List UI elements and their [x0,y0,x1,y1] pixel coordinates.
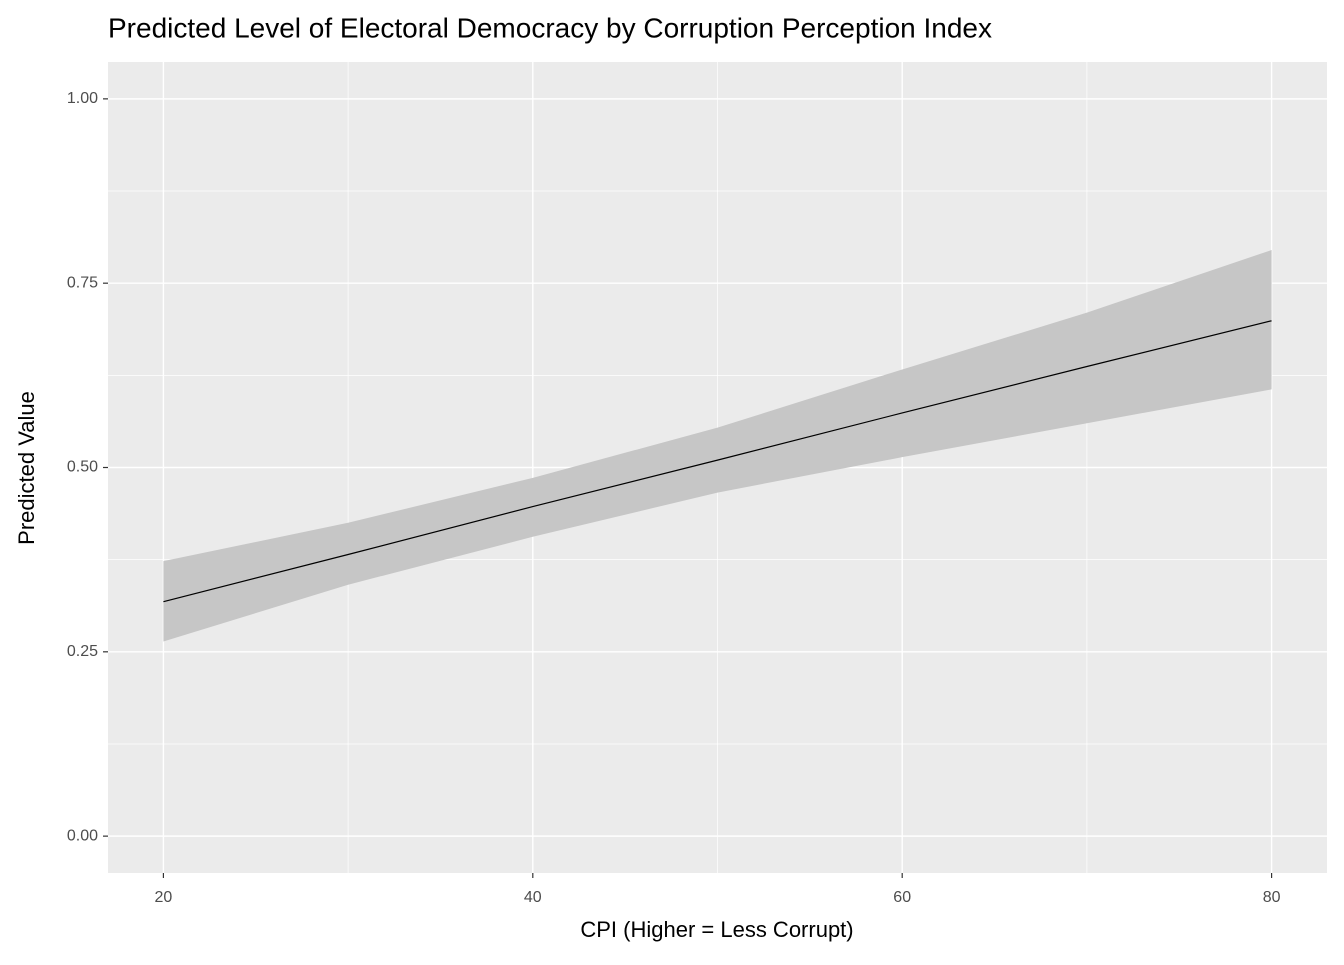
y-tick-label: 0.25 [67,643,98,660]
x-axis-label: CPI (Higher = Less Corrupt) [580,917,853,942]
x-tick-label: 40 [524,889,542,906]
y-tick-label: 0.00 [67,827,98,844]
x-tick-label: 60 [893,889,911,906]
confidence-band [163,250,1272,642]
x-tick-label: 80 [1263,889,1281,906]
y-axis-label: Predicted Value [14,391,39,545]
y-tick-label: 0.75 [67,274,98,291]
y-tick-label: 1.00 [67,90,98,107]
chart-title: Predicted Level of Electoral Democracy b… [108,12,992,43]
y-tick-label: 0.50 [67,459,98,476]
line [163,320,1272,603]
x-tick-label: 20 [155,889,173,906]
